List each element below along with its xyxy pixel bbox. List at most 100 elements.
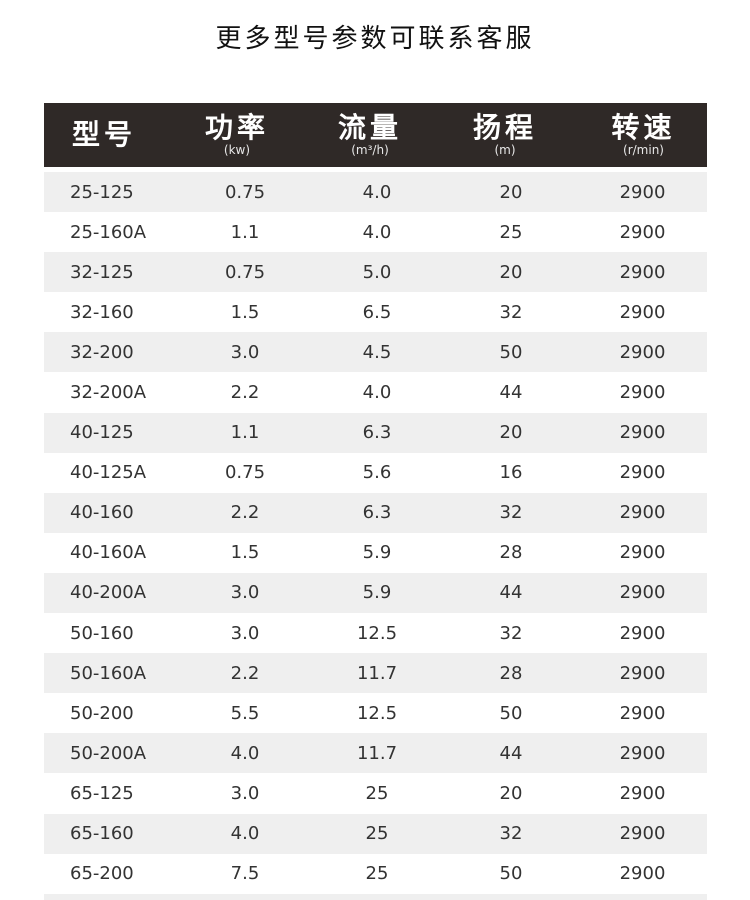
cell-model: 65-125 [70,782,134,804]
cell-speed: 2900 [619,422,666,444]
cell-flow: 6.3 [362,502,392,524]
cell-power: 3.0 [230,622,260,644]
cell-speed: 2900 [619,382,666,404]
header-unit: (kw) [223,143,251,157]
cell-model: 50-160 [70,622,134,644]
table-bottom-strip [44,893,707,900]
table-row: 32-200 3.0 4.5 50 2900 [44,332,707,373]
cell-flow: 11.7 [356,662,398,684]
cell-model: 32-200 [70,341,134,363]
cell-power: 0.75 [224,462,266,484]
table-row: 25-160A 1.1 4.0 25 2900 [44,212,707,252]
cell-flow: 11.7 [356,742,398,764]
cell-power: 3.0 [230,341,260,363]
cell-flow: 25 [365,823,389,845]
cell-head: 50 [499,863,523,885]
cell-head: 25 [499,221,523,243]
cell-power: 3.0 [230,582,260,604]
spec-table: 型号 功率 (kw) 流量 (m³/h) 扬程 (m) 转速 (r/min) 2… [44,103,707,900]
cell-speed: 2900 [619,181,666,203]
table-row: 50-160 3.0 12.5 32 2900 [44,613,707,653]
cell-model: 25-125 [70,181,134,203]
cell-power: 4.0 [230,742,260,764]
cell-flow: 5.0 [362,261,392,283]
cell-power: 5.5 [230,702,260,724]
cell-flow: 6.5 [362,301,392,323]
cell-head: 20 [499,422,523,444]
table-row: 50-200 5.5 12.5 50 2900 [44,693,707,733]
cell-head: 32 [499,301,523,323]
header-label: 流量 [337,111,402,144]
table-header: 型号 功率 (kw) 流量 (m³/h) 扬程 (m) 转速 (r/min) [44,103,707,167]
cell-model: 32-125 [70,261,134,283]
cell-head: 20 [499,261,523,283]
cell-speed: 2900 [619,341,666,363]
cell-model: 40-200A [70,582,147,604]
cell-speed: 2900 [619,782,666,804]
cell-head: 50 [499,341,523,363]
cell-head: 16 [499,462,523,484]
header-label: 转速 [611,111,676,144]
cell-flow: 4.0 [362,181,392,203]
cell-power: 4.0 [230,823,260,845]
cell-head: 28 [499,662,523,684]
cell-head: 20 [499,181,523,203]
cell-speed: 2900 [619,301,666,323]
table-body: 25-125 0.75 4.0 20 2900 25-160A 1.1 4.0 25 2900 32… [44,172,707,894]
header-head: 扬程 (m) [430,103,580,167]
cell-power: 1.5 [230,542,260,564]
table-row: 65-200 7.5 25 50 2900 [44,854,707,894]
cell-flow: 25 [365,863,389,885]
cell-power: 0.75 [224,261,266,283]
table-row: 32-200A 2.2 4.0 44 2900 [44,372,707,412]
cell-flow: 4.0 [362,382,392,404]
cell-speed: 2900 [619,823,666,845]
cell-flow: 5.9 [362,542,392,564]
table-row: 40-125A 0.75 5.6 16 2900 [44,453,707,493]
header-unit: (m³/h) [351,143,389,157]
cell-speed: 2900 [619,742,666,764]
cell-head: 50 [499,702,523,724]
cell-speed: 2900 [619,622,666,644]
header-model: 型号 [44,103,164,167]
cell-flow: 5.9 [362,582,392,604]
cell-speed: 2900 [619,542,666,564]
cell-model: 65-160 [70,823,134,845]
cell-model: 40-125 [70,422,134,444]
cell-flow: 4.5 [362,341,392,363]
cell-speed: 2900 [619,261,666,283]
table-row: 40-160A 1.5 5.9 28 2900 [44,533,707,573]
table-row: 32-160 1.5 6.5 32 2900 [44,292,707,332]
cell-speed: 2900 [619,221,666,243]
cell-flow: 25 [365,782,389,804]
cell-speed: 2900 [619,462,666,484]
cell-flow: 12.5 [356,702,398,724]
table-row: 50-160A 2.2 11.7 28 2900 [44,653,707,694]
cell-power: 7.5 [230,863,260,885]
cell-speed: 2900 [619,502,666,524]
cell-power: 2.2 [230,662,260,684]
table-row: 25-125 0.75 4.0 20 2900 [44,172,707,213]
cell-speed: 2900 [619,702,666,724]
table-row: 40-160 2.2 6.3 32 2900 [44,492,707,533]
cell-model: 40-125A [70,462,147,484]
cell-power: 1.1 [230,221,260,243]
cell-head: 32 [499,823,523,845]
cell-model: 65-200 [70,863,134,885]
cell-power: 0.75 [224,181,266,203]
table-row: 65-160 4.0 25 32 2900 [44,813,707,854]
cell-head: 44 [499,742,523,764]
cell-power: 3.0 [230,782,260,804]
header-label: 功率 [204,111,269,144]
cell-speed: 2900 [619,863,666,885]
table-row: 32-125 0.75 5.0 20 2900 [44,252,707,293]
cell-speed: 2900 [619,662,666,684]
header-flow: 流量 (m³/h) [310,103,430,167]
cell-model: 25-160A [70,221,147,243]
header-unit: (r/min) [623,143,664,157]
header-label: 扬程 [472,111,537,144]
cell-model: 40-160A [70,542,147,564]
header-speed: 转速 (r/min) [580,103,707,167]
cell-flow: 6.3 [362,422,392,444]
cell-model: 40-160 [70,502,134,524]
